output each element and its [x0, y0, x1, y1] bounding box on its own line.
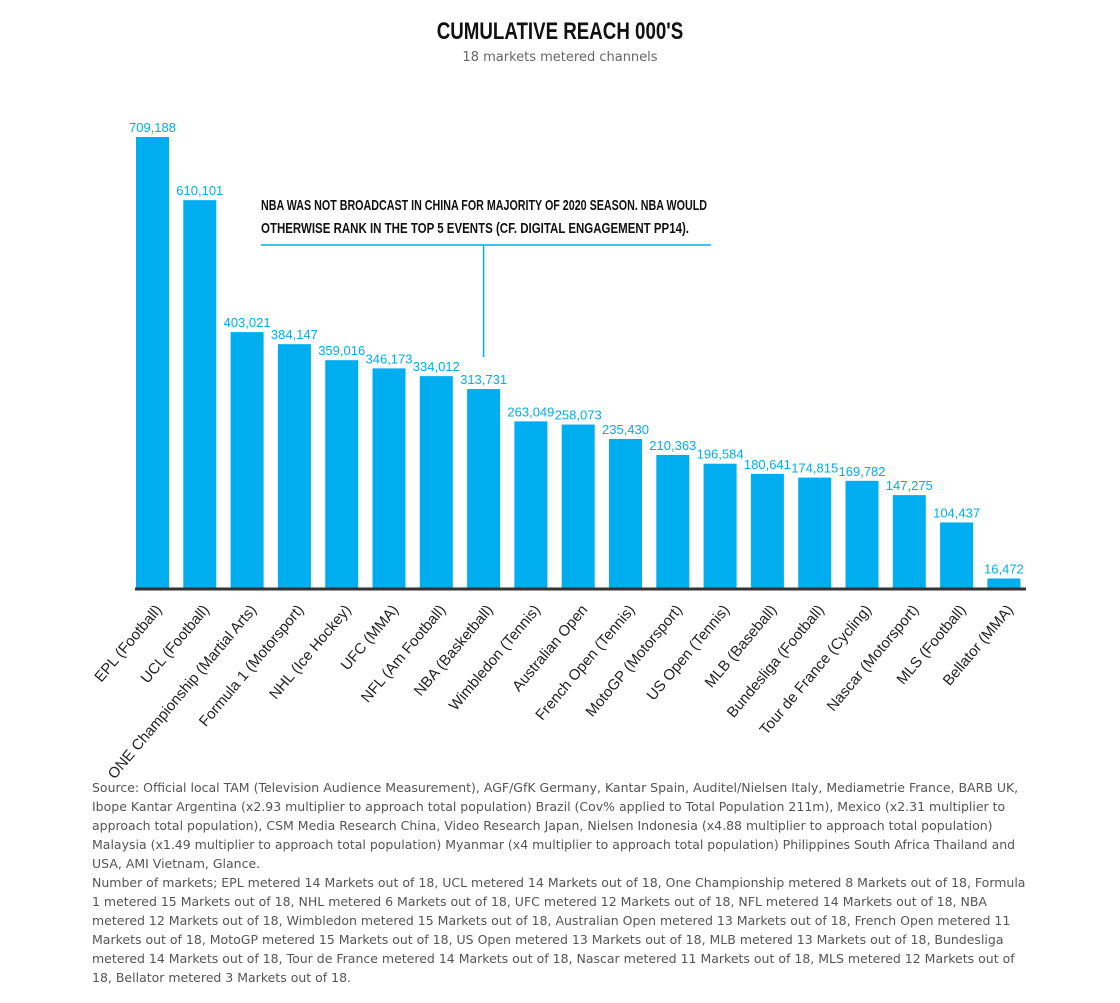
data-label: 346,173 — [366, 351, 413, 366]
category-label: Nascar (Motorsport) — [824, 602, 923, 715]
bar — [750, 473, 784, 589]
data-label: 313,731 — [460, 372, 507, 387]
category-labels-group: EPL (Football)UCL (Football)ONE Champion… — [91, 602, 1017, 780]
category-label: Wimbledon (Tennis) — [446, 602, 544, 714]
bar — [987, 578, 1021, 589]
data-label: 169,782 — [839, 464, 886, 479]
data-label: 104,437 — [933, 505, 980, 520]
data-label: 610,101 — [176, 183, 223, 198]
bar — [609, 438, 642, 589]
data-label: 180,641 — [744, 457, 791, 472]
source-notes: Source: Official local TAM (Television A… — [92, 778, 1037, 987]
annotation-line-1: NBA WAS NOT BROADCAST IN CHINA FOR MAJOR… — [261, 197, 707, 214]
bar — [703, 463, 737, 589]
bar — [656, 454, 690, 589]
data-label: 210,363 — [649, 438, 696, 453]
annotation-line-2: OTHERWISE RANK IN THE TOP 5 EVENTS (CF. … — [261, 220, 689, 237]
data-label: 403,021 — [224, 315, 271, 330]
bar — [798, 477, 832, 589]
bar — [845, 480, 879, 589]
markets-paragraph: Number of markets; EPL metered 14 Market… — [92, 875, 1026, 985]
data-label: 235,430 — [602, 422, 649, 437]
data-label: 709,188 — [129, 120, 176, 135]
data-label: 196,584 — [697, 447, 744, 462]
bar — [514, 421, 548, 589]
bar — [277, 344, 311, 589]
bar — [940, 522, 974, 589]
bar — [892, 495, 926, 589]
category-label: NFL (Am Football) — [358, 602, 449, 706]
bar — [230, 332, 264, 589]
source-paragraph: Source: Official local TAM (Television A… — [92, 780, 1019, 871]
value-labels-group: 709,188 610,101 403,021384,147359,016346,1… — [129, 120, 1024, 577]
category-label: NHL (Ice Hockey) — [266, 602, 355, 703]
bar — [372, 368, 406, 589]
chart-subtitle: 18 markets metered channels — [462, 50, 658, 65]
data-label: 334,012 — [413, 359, 460, 374]
chart-title: CUMULATIVE REACH 000'S — [436, 18, 684, 45]
data-label: 359,016 — [318, 343, 365, 358]
bar — [183, 200, 217, 590]
data-label: 16,472 — [984, 562, 1024, 577]
data-label: 258,073 — [555, 408, 602, 423]
bar — [561, 424, 595, 589]
bar — [136, 137, 169, 589]
data-label: 147,275 — [886, 478, 933, 493]
category-label: US Open (Tennis) — [644, 602, 734, 704]
annotation: NBA WAS NOT BROADCAST IN CHINA FOR MAJOR… — [261, 197, 711, 357]
bar — [325, 360, 359, 589]
data-label: 384,147 — [271, 327, 318, 342]
bar — [467, 389, 501, 589]
data-label: 263,049 — [507, 404, 554, 419]
bars-group — [136, 137, 1021, 590]
bar — [419, 376, 453, 589]
bar-chart: 709,188 610,101 403,021384,147359,016346,1… — [91, 120, 1026, 780]
data-label: 174,815 — [791, 461, 838, 476]
